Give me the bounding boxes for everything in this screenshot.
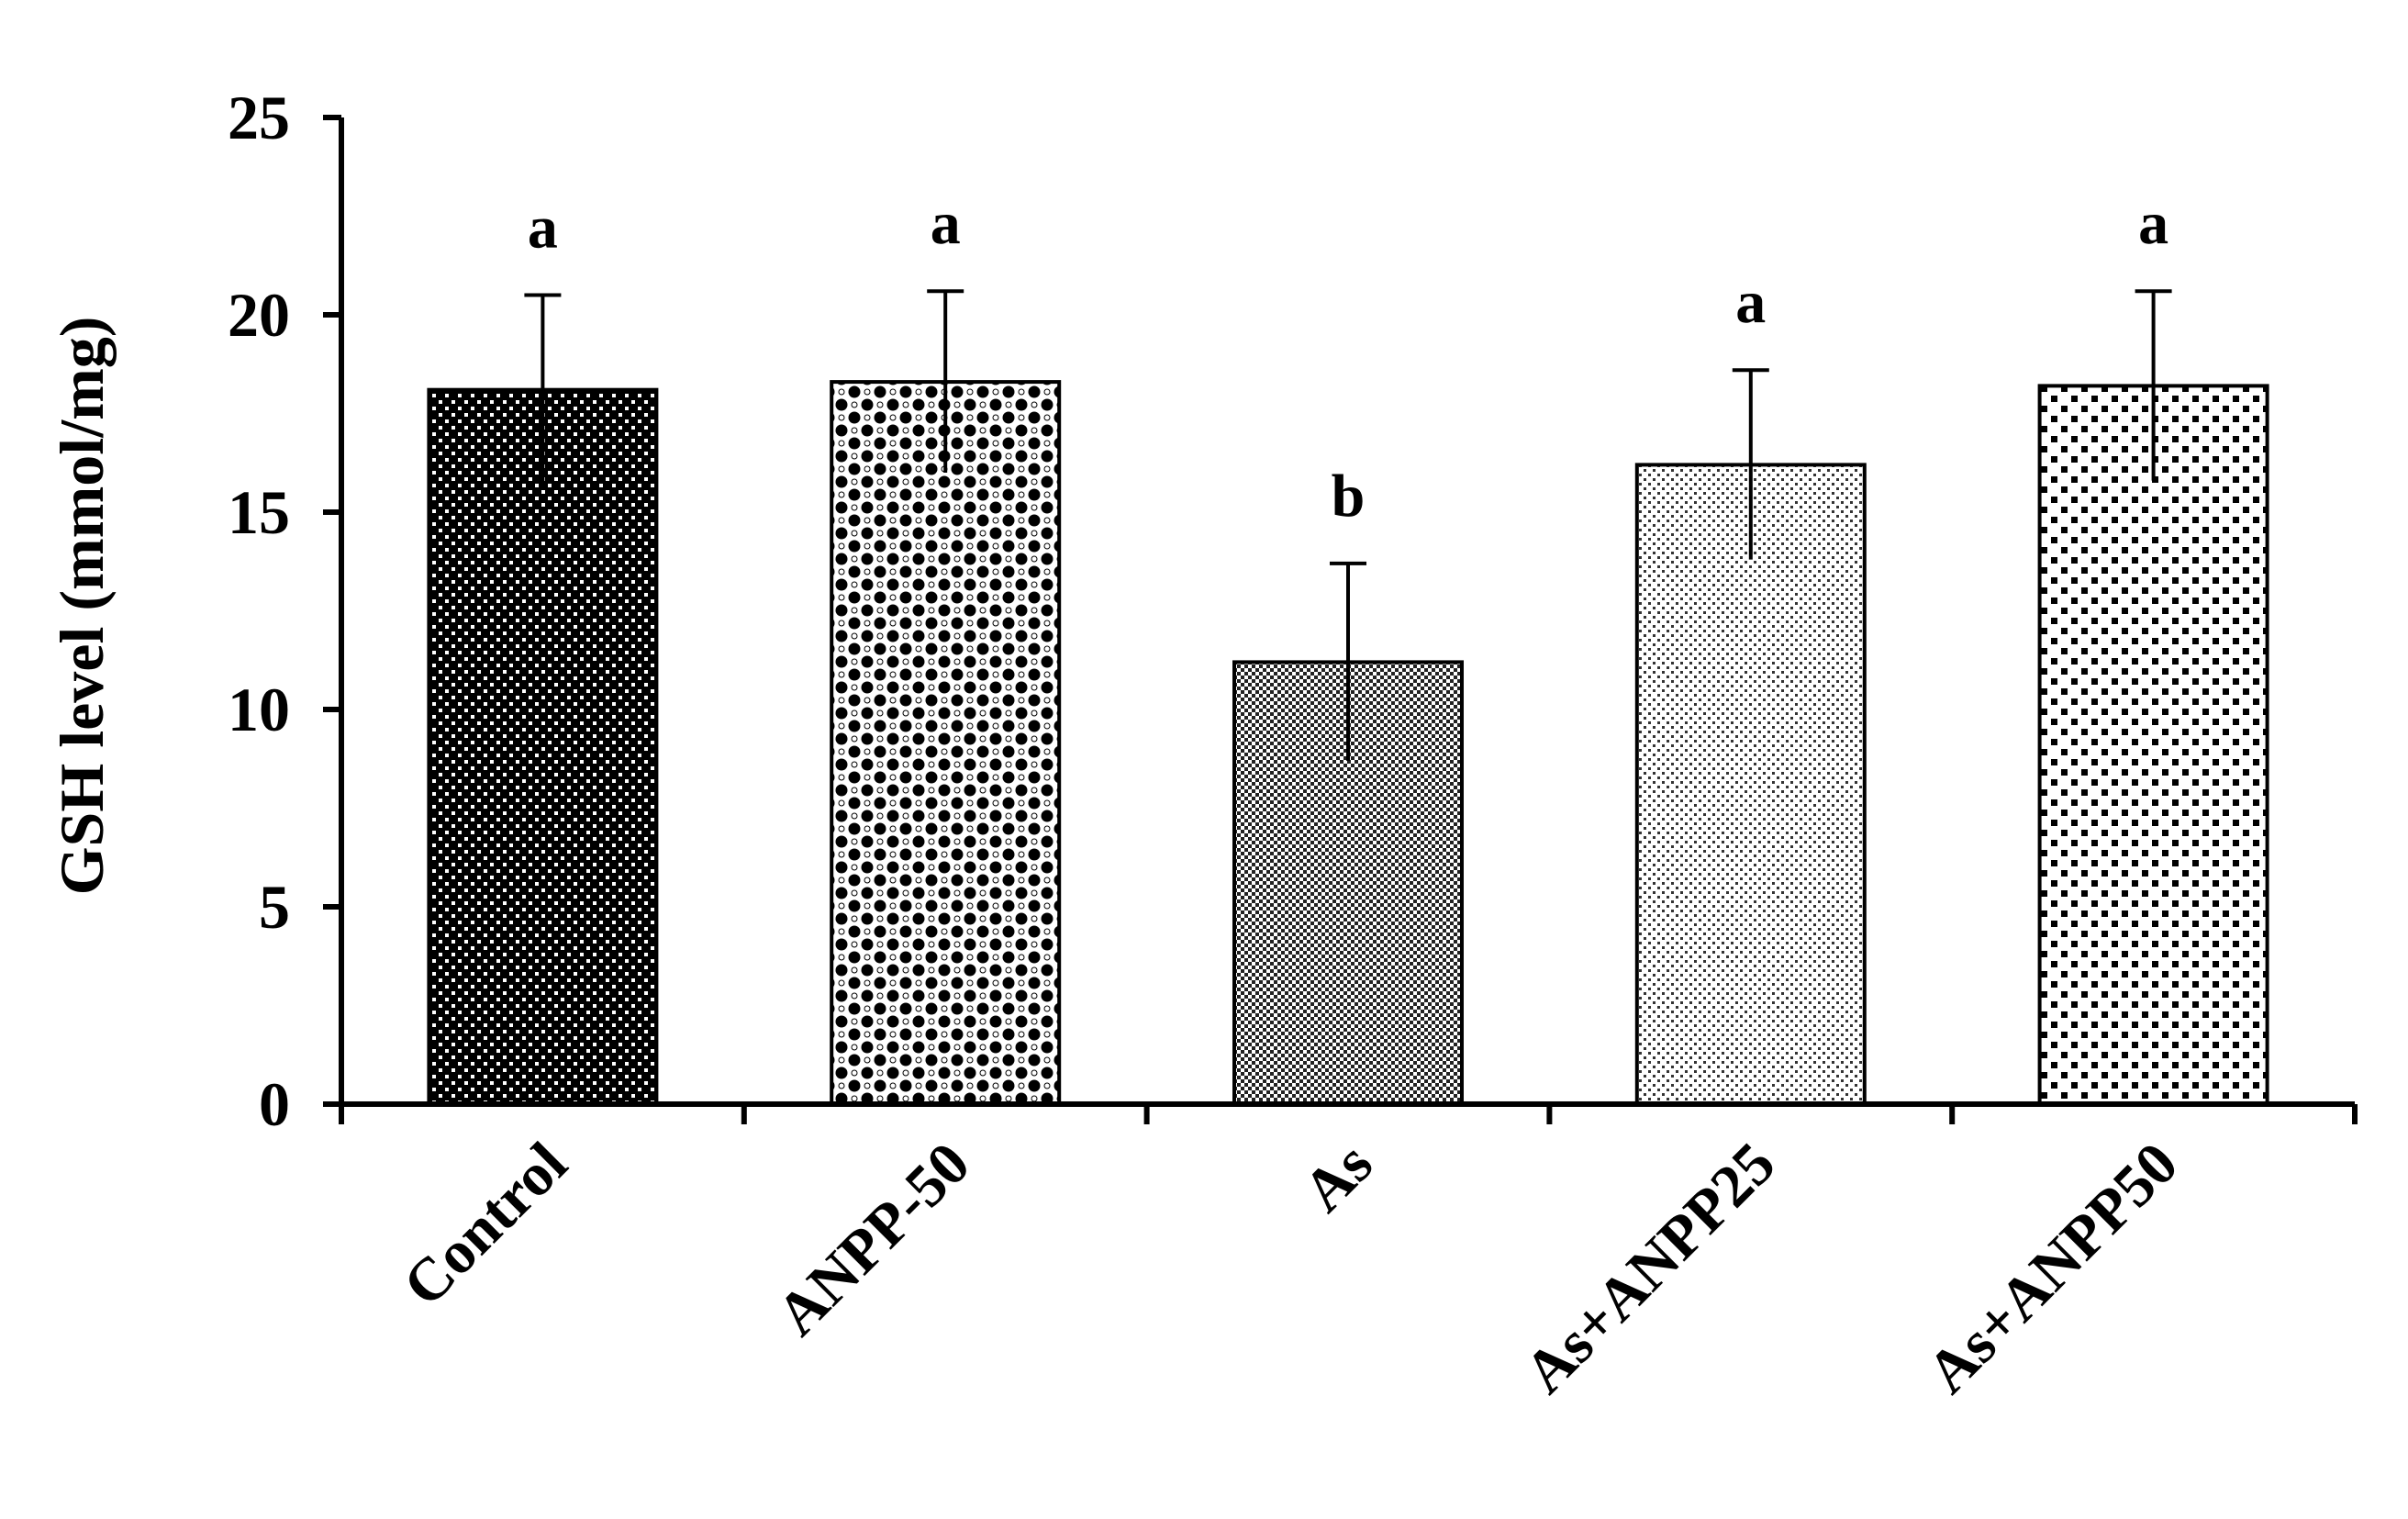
x-tick-label-3: As+ANPP25 — [1511, 1130, 1788, 1406]
bar-1 — [830, 380, 1062, 1107]
significance-letter-0: a — [528, 195, 558, 262]
y-tick-label-1: 5 — [259, 872, 290, 942]
y-tick-label-3: 15 — [228, 477, 290, 547]
x-tick-label-0: Control — [391, 1130, 580, 1319]
y-tick-label-0: 0 — [259, 1069, 290, 1139]
y-tick-label-4: 20 — [228, 280, 290, 350]
x-tick-label-4: As+ANPP50 — [1914, 1130, 2191, 1406]
x-tick-label-2: As — [1290, 1130, 1385, 1224]
y-axis-label: GSH level (mmol/mg) — [47, 317, 117, 896]
bar-3 — [1634, 463, 1867, 1106]
bar-0 — [427, 387, 659, 1106]
bar-4 — [2037, 384, 2269, 1106]
x-tick-label-1: ANPP-50 — [764, 1130, 983, 1348]
significance-letter-2: b — [1332, 463, 1366, 530]
significance-letter-1: a — [931, 190, 961, 257]
significance-letter-3: a — [1735, 269, 1766, 336]
significance-letter-4: a — [2138, 190, 2168, 257]
y-tick-label-2: 10 — [228, 675, 290, 744]
y-tick-label-5: 25 — [228, 83, 290, 152]
